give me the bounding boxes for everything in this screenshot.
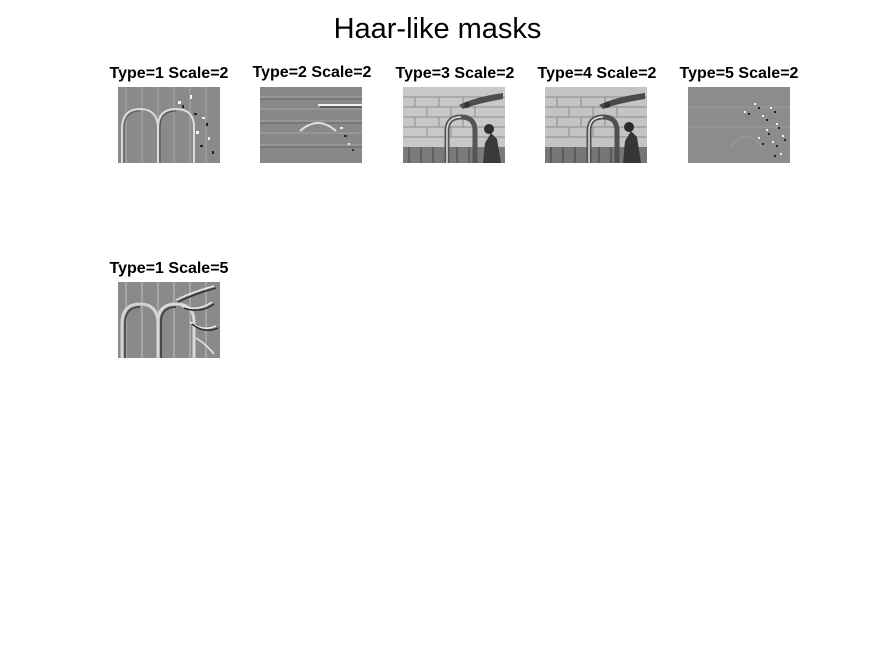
figure-title: Haar-like masks <box>333 13 542 45</box>
panel-title-5: Type=5 Scale=2 <box>679 65 799 82</box>
panel-title-3: Type=3 Scale=2 <box>395 65 515 82</box>
panel-title-4: Type=4 Scale=2 <box>537 65 657 82</box>
panel-title-2: Type=2 Scale=2 <box>252 64 372 81</box>
panel-image-5 <box>688 87 790 163</box>
panel-image-1 <box>118 87 220 163</box>
panel-image-2 <box>260 87 362 163</box>
panel-title-1: Type=1 Scale=2 <box>109 65 229 82</box>
panel-image-6 <box>118 282 220 358</box>
panel-image-4 <box>545 87 647 163</box>
panel-title-6: Type=1 Scale=5 <box>109 260 229 277</box>
panel-image-3 <box>403 87 505 163</box>
